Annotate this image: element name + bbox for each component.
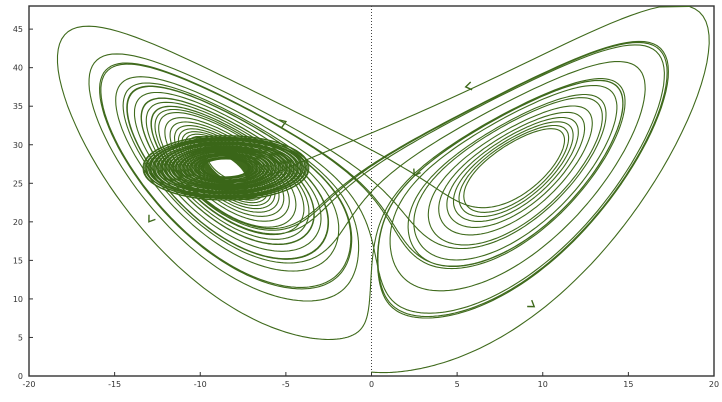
direction-arrow: [527, 299, 536, 308]
y-tick-label: 20: [13, 218, 23, 227]
trajectory-line: [56, 5, 710, 374]
y-axis-ticks: 0 5 10 15 20 25 30 35 40 45: [13, 25, 33, 381]
y-tick-label: 10: [13, 295, 23, 304]
y-tick-label: 5: [18, 333, 23, 342]
direction-arrow: [464, 81, 473, 91]
x-axis-ticks: -20 -15 -10 -5 0 5 10 15 20: [22, 372, 719, 389]
x-tick-label: -15: [108, 380, 121, 389]
direction-arrows: [148, 81, 536, 308]
direction-arrow: [413, 168, 421, 177]
x-tick-label: -20: [22, 380, 35, 389]
x-tick-label: -5: [282, 380, 290, 389]
attractor-trajectory: [56, 5, 710, 374]
x-tick-label: -10: [194, 380, 207, 389]
x-tick-label: 0: [369, 380, 374, 389]
y-tick-label: 30: [13, 141, 23, 150]
direction-arrow: [148, 214, 156, 223]
dense-spiral: [142, 135, 310, 201]
y-tick-label: 45: [13, 25, 23, 34]
y-tick-label: 35: [13, 102, 23, 111]
direction-arrow: [278, 119, 288, 128]
x-tick-label: 10: [538, 380, 548, 389]
y-tick-label: 25: [13, 179, 23, 188]
y-tick-label: 0: [18, 372, 23, 381]
x-tick-label: 15: [623, 380, 633, 389]
y-tick-label: 40: [13, 64, 23, 73]
x-tick-label: 20: [709, 380, 719, 389]
y-tick-label: 15: [13, 256, 23, 265]
x-tick-label: 5: [455, 380, 460, 389]
